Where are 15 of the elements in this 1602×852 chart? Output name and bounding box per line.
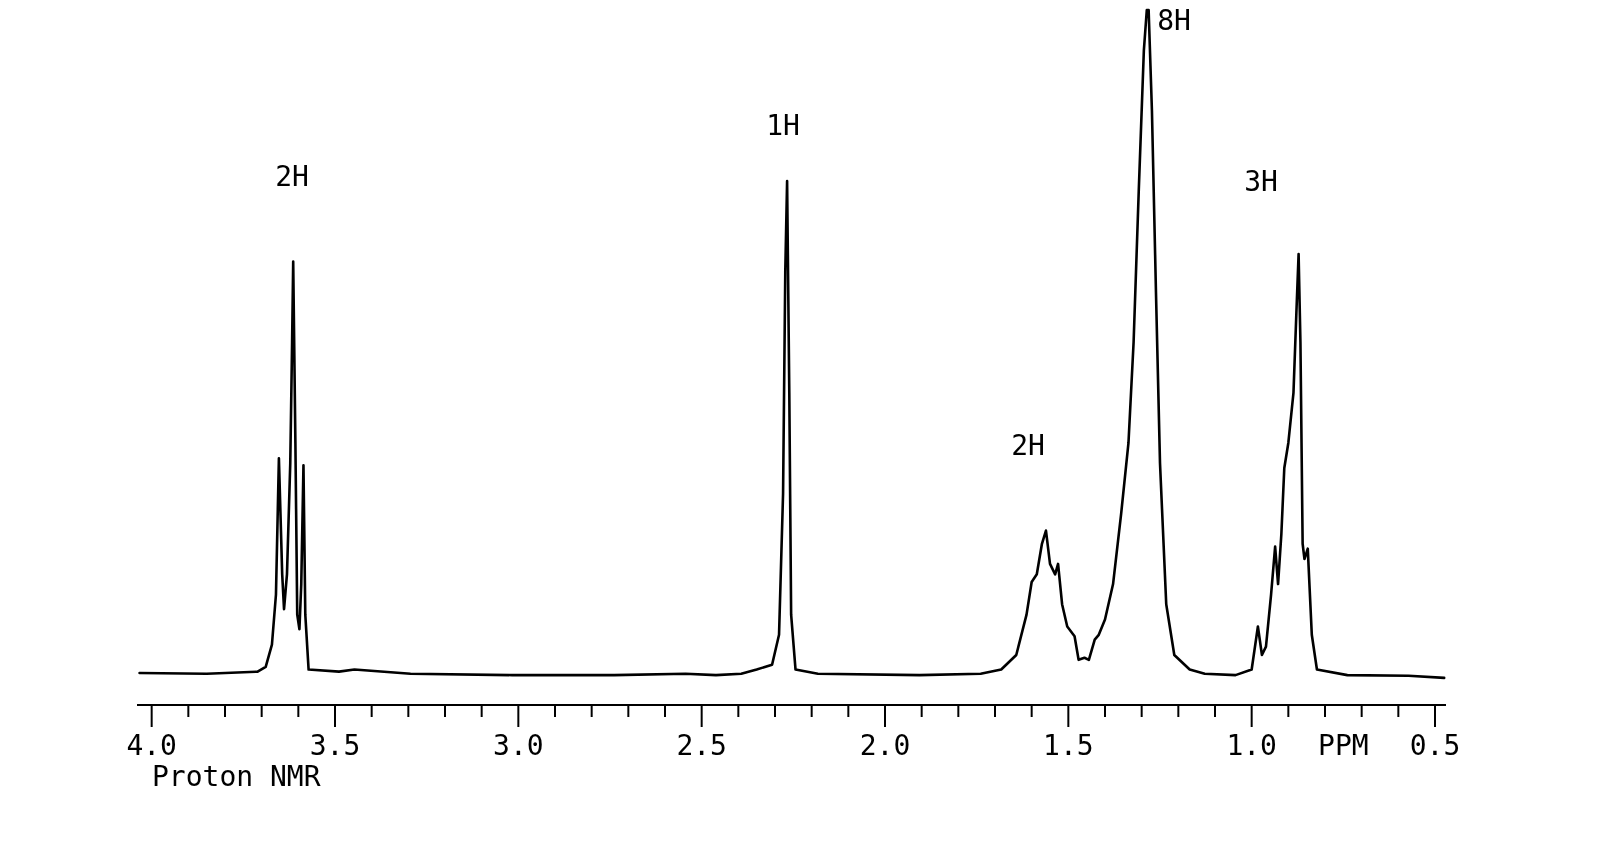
x-tick-label: 3.0 (493, 729, 544, 762)
annotation: 2H (275, 160, 309, 193)
x-axis-title: PPM (1318, 729, 1369, 762)
annotation: 8H (1157, 4, 1191, 37)
x-tick-label: 1.5 (1043, 729, 1094, 762)
annotation: 3H (1244, 165, 1278, 198)
x-tick-label: 2.5 (676, 729, 727, 762)
x-tick-label: 2.0 (859, 729, 911, 762)
annotation: 1H (766, 109, 800, 142)
x-tick-label: 3.5 (309, 729, 361, 762)
x-tick-label: 1.0 (1226, 729, 1277, 762)
x-tick-label: 4.0 (126, 729, 177, 762)
annotation: 2H (1011, 429, 1045, 462)
x-tick-label: 0.5 (1409, 729, 1461, 762)
text: Proton NMR (152, 760, 321, 793)
